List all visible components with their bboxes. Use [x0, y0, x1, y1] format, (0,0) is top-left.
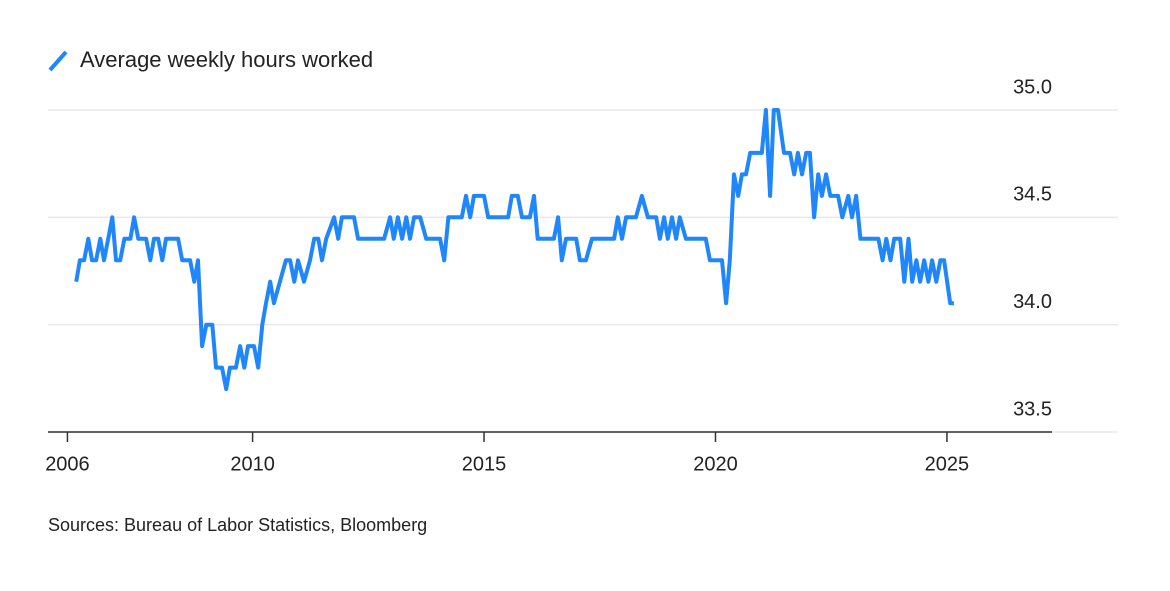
y-tick-label: 35.0 [1013, 76, 1052, 98]
x-tick-label: 2015 [462, 453, 507, 475]
data-line [74, 108, 954, 392]
x-tick-label: 2025 [925, 453, 970, 475]
y-tick-label: 33.5 [1013, 398, 1052, 420]
x-tick-label: 2010 [230, 453, 275, 475]
x-tick-label: 2006 [45, 453, 90, 475]
legend-label: Average weekly hours worked [80, 47, 373, 72]
y-tick-label: 34.5 [1013, 184, 1052, 206]
y-tick-label: 34.0 [1013, 291, 1052, 313]
legend-swatch [48, 50, 68, 72]
source-note: Sources: Bureau of Labor Statistics, Blo… [48, 515, 427, 535]
x-tick-label: 2020 [693, 453, 738, 475]
